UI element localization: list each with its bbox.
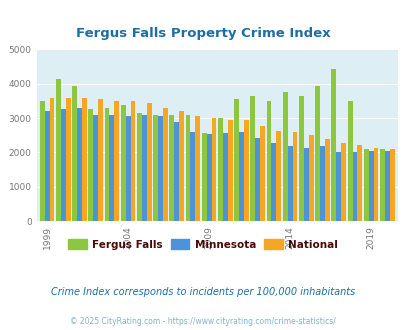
Bar xyxy=(384,151,389,221)
Bar xyxy=(368,151,373,221)
Bar xyxy=(104,108,109,221)
Bar xyxy=(93,115,98,221)
Bar xyxy=(61,109,66,221)
Text: Crime Index corresponds to incidents per 100,000 inhabitants: Crime Index corresponds to incidents per… xyxy=(51,287,354,297)
Bar xyxy=(174,121,179,221)
Bar xyxy=(324,139,329,221)
Bar xyxy=(314,85,319,221)
Bar xyxy=(373,148,377,221)
Bar xyxy=(335,152,340,221)
Bar xyxy=(206,134,211,221)
Bar xyxy=(98,99,103,221)
Bar xyxy=(201,133,206,221)
Bar xyxy=(352,152,356,221)
Bar xyxy=(308,135,313,221)
Bar xyxy=(347,101,352,221)
Bar xyxy=(130,101,135,221)
Bar xyxy=(282,92,287,221)
Bar xyxy=(45,111,49,221)
Bar xyxy=(319,146,324,221)
Bar xyxy=(276,131,281,221)
Bar xyxy=(162,108,167,221)
Bar xyxy=(190,132,195,221)
Bar xyxy=(126,116,130,221)
Text: © 2025 CityRating.com - https://www.cityrating.com/crime-statistics/: © 2025 CityRating.com - https://www.city… xyxy=(70,317,335,326)
Bar xyxy=(141,115,146,221)
Bar xyxy=(227,119,232,221)
Bar xyxy=(77,108,82,221)
Bar xyxy=(340,143,345,221)
Bar xyxy=(211,118,216,221)
Bar xyxy=(121,105,126,221)
Bar xyxy=(88,109,93,221)
Bar xyxy=(356,145,361,221)
Bar xyxy=(136,113,141,221)
Bar xyxy=(239,132,243,221)
Legend: Fergus Falls, Minnesota, National: Fergus Falls, Minnesota, National xyxy=(64,235,341,254)
Bar xyxy=(82,98,87,221)
Bar xyxy=(179,111,183,221)
Text: Fergus Falls Property Crime Index: Fergus Falls Property Crime Index xyxy=(75,27,330,40)
Bar xyxy=(379,149,384,221)
Bar xyxy=(330,69,335,221)
Bar xyxy=(66,98,70,221)
Bar xyxy=(250,96,255,221)
Bar xyxy=(72,85,77,221)
Bar xyxy=(153,115,158,221)
Bar xyxy=(109,115,114,221)
Bar xyxy=(49,98,54,221)
Bar xyxy=(56,79,61,221)
Bar xyxy=(158,116,162,221)
Bar xyxy=(114,101,119,221)
Bar xyxy=(287,146,292,221)
Bar xyxy=(217,118,222,221)
Bar xyxy=(363,149,368,221)
Bar xyxy=(222,133,227,221)
Bar xyxy=(146,103,151,221)
Bar xyxy=(260,126,264,221)
Bar xyxy=(266,101,271,221)
Bar xyxy=(243,119,248,221)
Bar xyxy=(255,138,260,221)
Bar xyxy=(298,96,303,221)
Bar xyxy=(292,132,297,221)
Bar xyxy=(389,149,394,221)
Bar xyxy=(303,148,308,221)
Bar xyxy=(271,143,276,221)
Bar xyxy=(185,115,190,221)
Bar xyxy=(40,101,45,221)
Bar xyxy=(169,115,174,221)
Bar xyxy=(195,116,200,221)
Bar xyxy=(234,99,239,221)
